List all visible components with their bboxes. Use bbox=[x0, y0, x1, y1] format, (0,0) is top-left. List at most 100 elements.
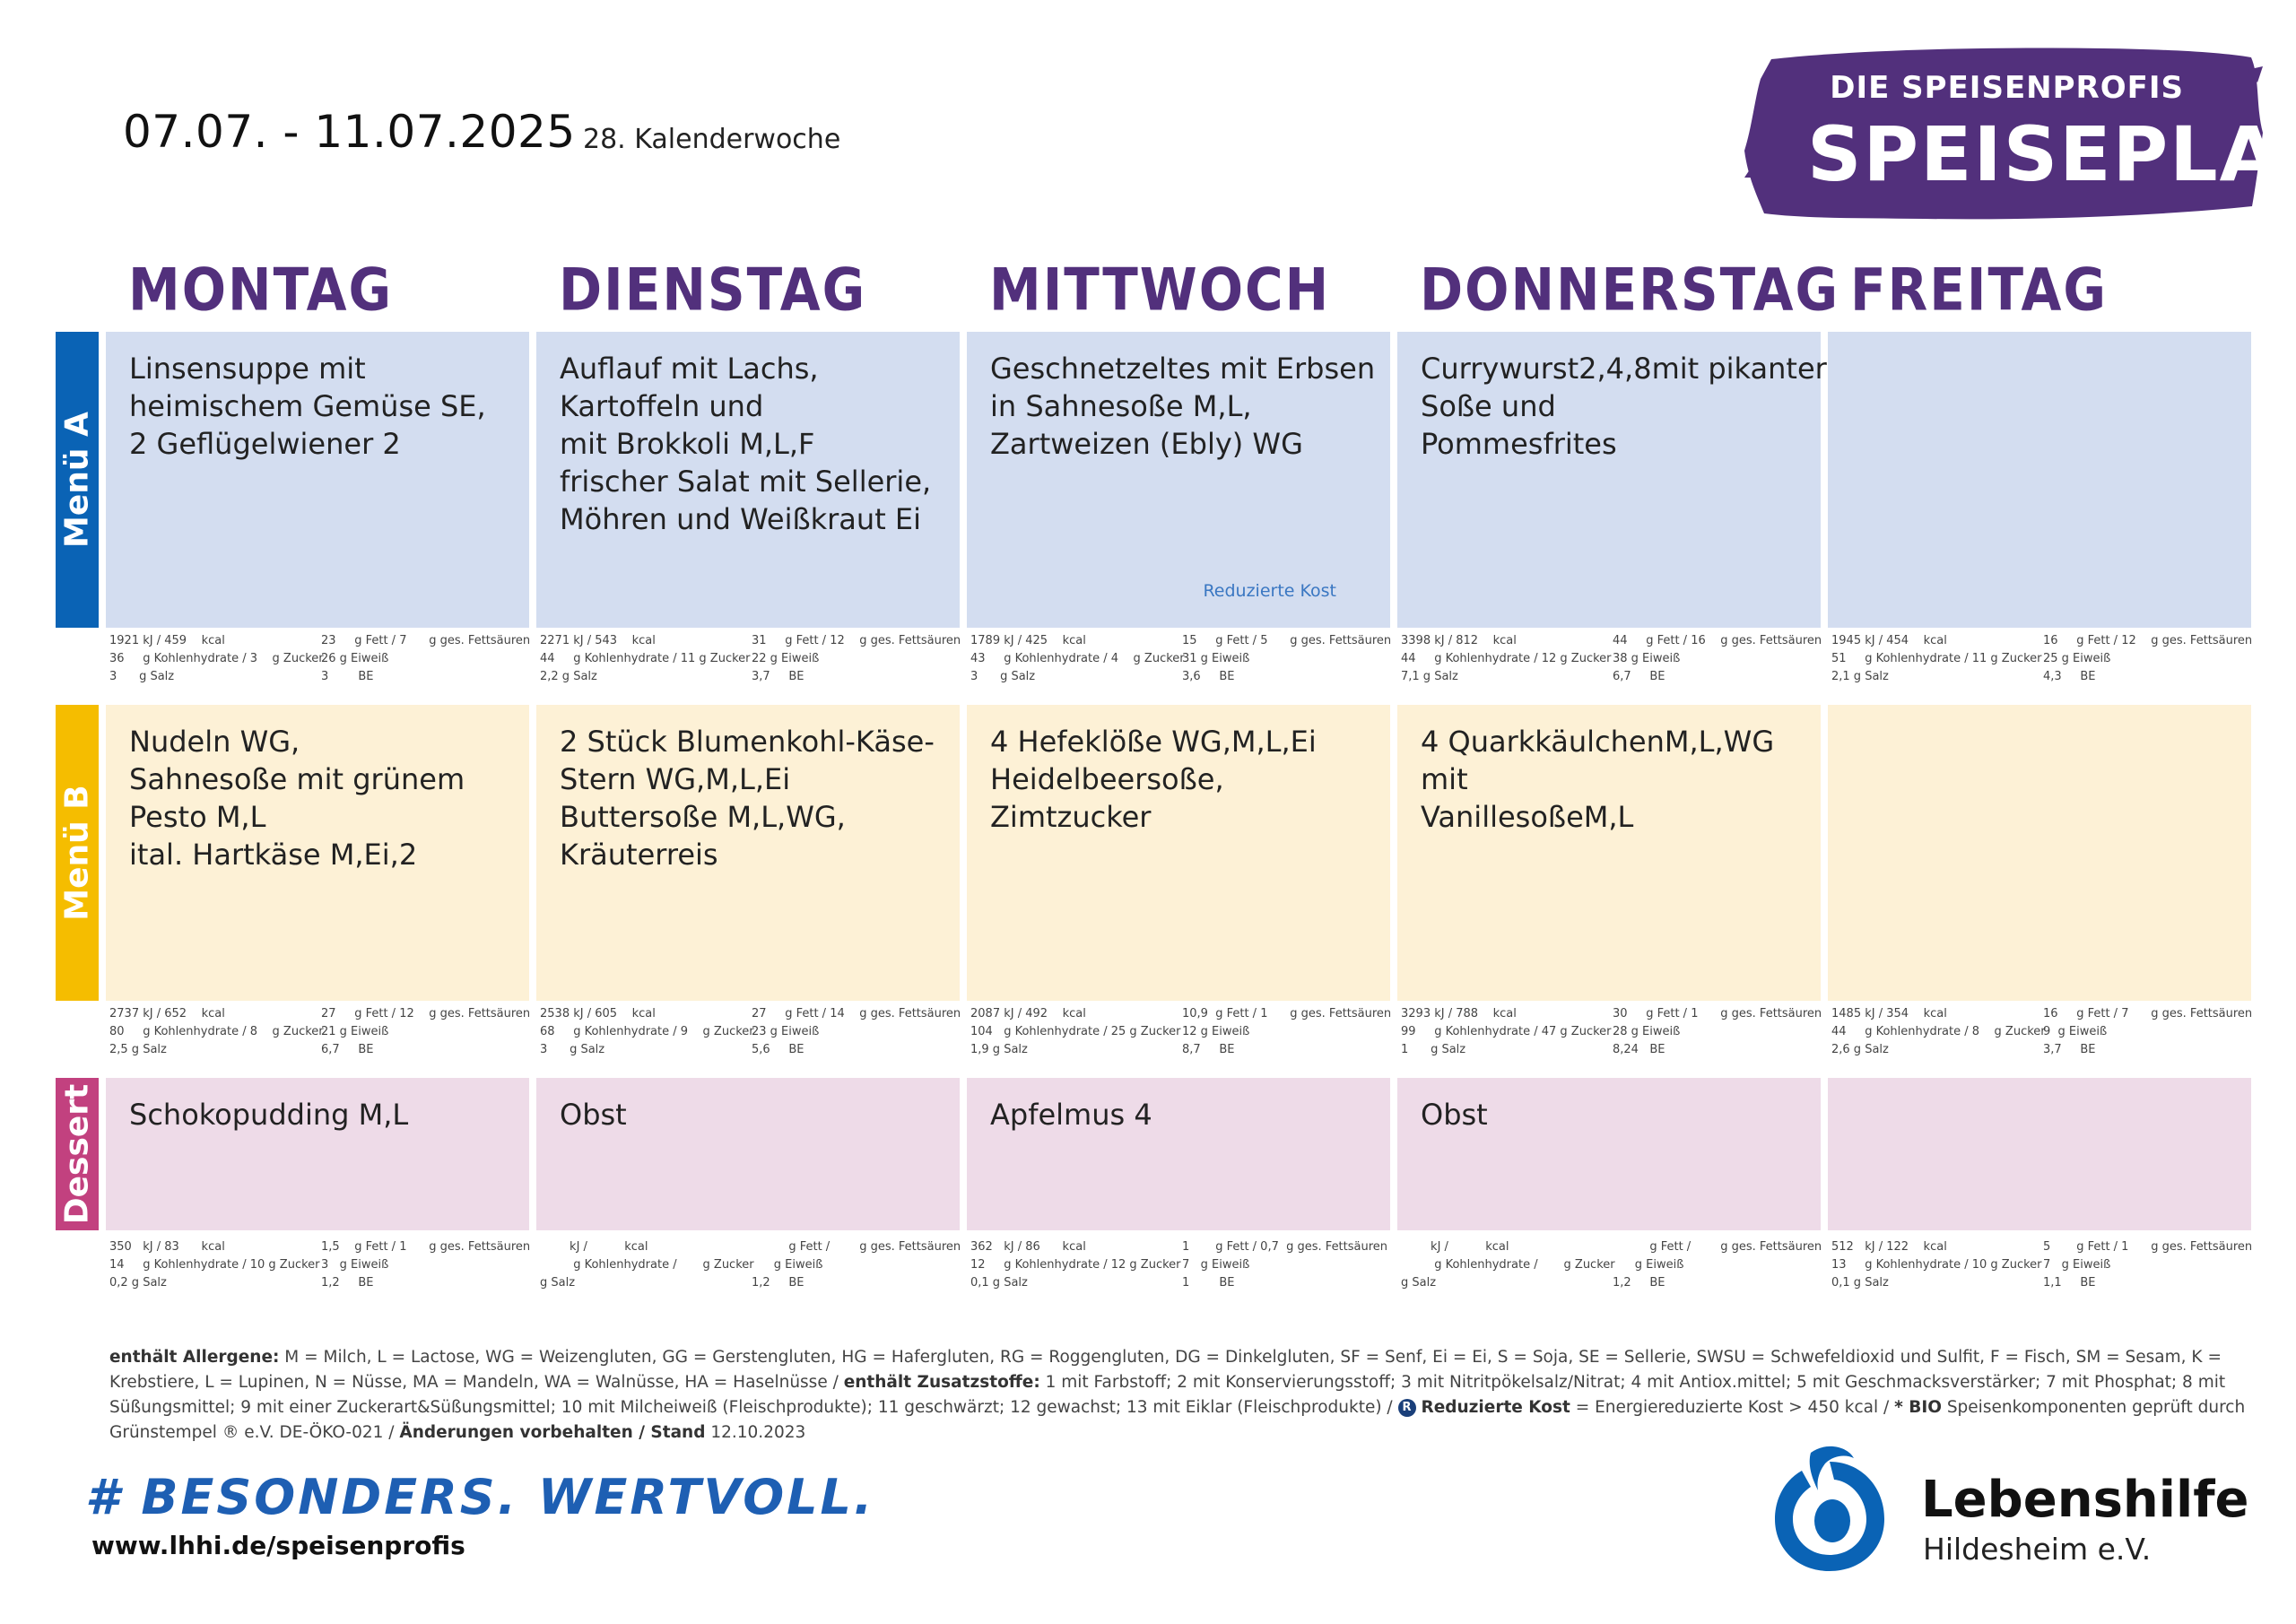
nutrition-line: 3 g Eiweiß bbox=[321, 1258, 389, 1272]
date-range: 07.07. - 11.07.2025 bbox=[123, 106, 576, 158]
nutrition-line: g Eiweiß bbox=[1613, 1258, 1684, 1272]
nutrition-line: 9 g Eiweiß bbox=[2043, 1025, 2108, 1038]
dish-line: Möhren und Weißkraut Ei bbox=[560, 502, 922, 536]
org-city: Hildesheim e.V. bbox=[1923, 1532, 2152, 1567]
dish-line: Pommesfrites bbox=[1421, 427, 1617, 461]
dish-line: Buttersoße M,L,WG, bbox=[560, 800, 846, 834]
dessert-cell-freitag bbox=[1828, 1078, 2251, 1230]
dish-line: Stern WG,M,L,Ei bbox=[560, 762, 791, 796]
nutrition-line: 14 g Kohlenhydrate / 10 g Zucker bbox=[109, 1258, 320, 1272]
dish-line: 2 Geflügelwiener 2 bbox=[129, 427, 401, 461]
day-thursday: DONNERSTAG bbox=[1420, 256, 1840, 325]
nutrition-line: 16 g Fett / 12 g ges. Fettsäuren bbox=[2043, 634, 2253, 647]
reduziert-icon: R bbox=[1397, 1399, 1416, 1417]
nutrition-line: 1,2 BE bbox=[321, 1276, 374, 1290]
nutrition-line: 22 g Eiweiß bbox=[752, 652, 820, 665]
nutrition-line: 512 kJ / 122 kcal bbox=[1831, 1240, 1947, 1254]
nutrition-line: 3 g Salz bbox=[970, 670, 1036, 683]
row-label-dessert: Dessert bbox=[56, 1078, 99, 1230]
calendar-week: 28. Kalenderwoche bbox=[583, 124, 841, 155]
dish-line: Obst bbox=[1421, 1098, 1488, 1132]
nutrition-line: 3 BE bbox=[321, 670, 374, 683]
nutrition-line: 12 g Kohlenhydrate / 12 g Zucker bbox=[970, 1258, 1181, 1272]
nutrition-line: 51 g Kohlenhydrate / 11 g Zucker bbox=[1831, 652, 2042, 665]
nutrition-line: 21 g Eiweiß bbox=[321, 1025, 389, 1038]
nutrition-line: g Fett / g ges. Fettsäuren bbox=[1613, 1240, 1822, 1254]
dish-line: Kartoffeln und bbox=[560, 389, 764, 423]
nutrition-line: 2087 kJ / 492 kcal bbox=[970, 1007, 1086, 1020]
nutrition-line: 3,7 BE bbox=[2043, 1043, 2096, 1056]
dish-line: Pesto M,L bbox=[129, 800, 266, 834]
dessert-cell-montag: Schokopudding M,L bbox=[106, 1078, 529, 1230]
dish-line: Nudeln WG, bbox=[129, 725, 300, 759]
day-friday: FREITAG bbox=[1850, 256, 2109, 325]
nutrition-line: 80 g Kohlenhydrate / 8 g Zucker bbox=[109, 1025, 324, 1038]
menu-b-cell-mittwoch: 4 Hefeklöße WG,M,L,Ei Heidelbeersoße, Zimt… bbox=[967, 705, 1390, 1001]
dish-line: ital. Hartkäse M,Ei,2 bbox=[129, 838, 418, 872]
dish-line: Sahnesoße mit grünem bbox=[129, 762, 465, 796]
zusatz-text: 1 mit Farbstoff; 2 mit Konservierungssto… bbox=[109, 1373, 2226, 1417]
nutrition-line: 23 g Eiweiß bbox=[752, 1025, 820, 1038]
nutrition-line: 4,3 BE bbox=[2043, 670, 2096, 683]
dish-line: Kräuterreis bbox=[560, 838, 718, 872]
nutrition-line: 362 kJ / 86 kcal bbox=[970, 1240, 1086, 1254]
nutrition-line: 12 g Eiweiß bbox=[1182, 1025, 1250, 1038]
row-label-menu-b: Menü B bbox=[56, 705, 99, 1001]
nutrition-line: 8,7 BE bbox=[1182, 1043, 1235, 1056]
nutrition-line: 7 g Eiweiß bbox=[2043, 1258, 2111, 1272]
speiseplan-logo: DIE SPEISENPROFIS SPEISEPLAN bbox=[1744, 43, 2296, 227]
nutrition-line: 28 g Eiweiß bbox=[1613, 1025, 1681, 1038]
reduced-diet-note: Reduzierte Kost bbox=[1203, 581, 1336, 601]
dish-line: 4 Hefeklöße WG,M,L,Ei bbox=[990, 725, 1317, 759]
dessert-cell-mittwoch: Apfelmus 4 bbox=[967, 1078, 1390, 1230]
dish-line: Schokopudding M,L bbox=[129, 1098, 409, 1132]
nutrition-line: 27 g Fett / 14 g ges. Fettsäuren bbox=[752, 1007, 961, 1020]
dish-line: Linsensuppe mit bbox=[129, 352, 366, 386]
nutrition-line: 16 g Fett / 7 g ges. Fettsäuren bbox=[2043, 1007, 2253, 1020]
nutrition-line: 30 g Fett / 1 g ges. Fettsäuren bbox=[1613, 1007, 1822, 1020]
nutrition-line: 1,1 BE bbox=[2043, 1276, 2096, 1290]
nutrition-line: 23 g Fett / 7 g ges. Fettsäuren bbox=[321, 634, 531, 647]
row-label-text: Menü A bbox=[58, 412, 96, 548]
nutrition-line: 27 g Fett / 12 g ges. Fettsäuren bbox=[321, 1007, 531, 1020]
nutrition-line: 15 g Fett / 5 g ges. Fettsäuren bbox=[1182, 634, 1392, 647]
nutrition-line: g Kohlenhydrate / g Zucker bbox=[1401, 1258, 1615, 1272]
menu-b-cell-freitag bbox=[1828, 705, 2251, 1001]
dish-line: heimischem Gemüse SE, bbox=[129, 389, 486, 423]
dish-line: mit Brokkoli M,L,F bbox=[560, 427, 815, 461]
dish-line: Heidelbeersoße, bbox=[990, 762, 1224, 796]
dish-line: Geschnetzeltes mit Erbsen bbox=[990, 352, 1376, 386]
menu-a-cell-freitag bbox=[1828, 332, 2251, 628]
nutrition-line: 6,7 BE bbox=[321, 1043, 374, 1056]
nutrition-line: 2,5 g Salz bbox=[109, 1043, 167, 1056]
nutrition-line: g Fett / g ges. Fettsäuren bbox=[752, 1240, 961, 1254]
stand-date: 12.10.2023 bbox=[705, 1423, 806, 1442]
nutrition-line: 7,1 g Salz bbox=[1401, 670, 1458, 683]
menu-b-cell-donnerstag: 4 QuarkkäulchenM,L,WG mit VanillesoßeM,L bbox=[1397, 705, 1821, 1001]
nutrition-line: 2,2 g Salz bbox=[540, 670, 597, 683]
nutrition-line: 1,2 BE bbox=[1613, 1276, 1665, 1290]
dish-line: frischer Salat mit Sellerie, bbox=[560, 465, 932, 499]
nutrition-line: 3 g Salz bbox=[109, 670, 175, 683]
nutrition-line: 2,1 g Salz bbox=[1831, 670, 1889, 683]
allergene-text: M = Milch, L = Lactose, WG = Weizenglute… bbox=[109, 1348, 2222, 1392]
nutrition-line: 1,2 BE bbox=[752, 1276, 804, 1290]
nutrition-line: 1,5 g Fett / 1 g ges. Fettsäuren bbox=[321, 1240, 531, 1254]
nutrition-line: 1 BE bbox=[1182, 1276, 1235, 1290]
nutrition-line: 31 g Fett / 12 g ges. Fettsäuren bbox=[752, 634, 961, 647]
nutrition-line: 99 g Kohlenhydrate / 47 g Zucker bbox=[1401, 1025, 1612, 1038]
nutrition-line: 31 g Eiweiß bbox=[1182, 652, 1250, 665]
nutrition-line: 10,9 g Fett / 1 g ges. Fettsäuren bbox=[1182, 1007, 1392, 1020]
dish-line: VanillesoßeM,L bbox=[1421, 800, 1634, 834]
menu-a-cell-montag: Linsensuppe mit heimischem Gemüse SE, 2 Ge… bbox=[106, 332, 529, 628]
org-name: Lebenshilfe bbox=[1921, 1471, 2249, 1529]
nutrition-line: 3398 kJ / 812 kcal bbox=[1401, 634, 1517, 647]
menu-a-cell-mittwoch: Geschnetzeltes mit Erbsen in Sahnesoße M,… bbox=[967, 332, 1390, 628]
website-link[interactable]: www.lhhi.de/speisenprofis bbox=[91, 1531, 465, 1560]
nutrition-line: g Salz bbox=[540, 1276, 576, 1290]
nutrition-line: 44 g Fett / 16 g ges. Fettsäuren bbox=[1613, 634, 1822, 647]
nutrition-line: 2737 kJ / 652 kcal bbox=[109, 1007, 225, 1020]
dish-line: Currywurst2,4,8mit pikanter bbox=[1421, 352, 1827, 386]
nutrition-line: 0,2 g Salz bbox=[109, 1276, 167, 1290]
nutrition-line: 13 g Kohlenhydrate / 10 g Zucker bbox=[1831, 1258, 2042, 1272]
